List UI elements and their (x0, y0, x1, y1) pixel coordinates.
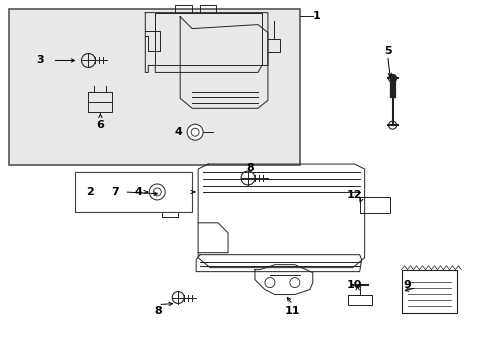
Text: 4: 4 (174, 127, 182, 137)
Text: 12: 12 (346, 190, 362, 200)
Text: 2: 2 (86, 187, 94, 197)
Circle shape (149, 184, 165, 200)
Text: 1: 1 (312, 11, 320, 21)
Text: 11: 11 (285, 306, 300, 316)
Text: 8: 8 (245, 163, 253, 173)
Bar (9, 9, 299, 165)
Bar (75, 172, 192, 212)
Text: 9: 9 (403, 280, 410, 289)
Circle shape (187, 124, 203, 140)
Text: 3: 3 (37, 55, 44, 66)
Text: 4: 4 (134, 187, 142, 197)
Bar (401, 270, 456, 314)
Text: 6: 6 (96, 120, 104, 130)
Text: 10: 10 (346, 280, 362, 289)
Text: 7: 7 (111, 187, 119, 197)
Text: 5: 5 (383, 45, 390, 55)
Text: 8: 8 (154, 306, 162, 316)
